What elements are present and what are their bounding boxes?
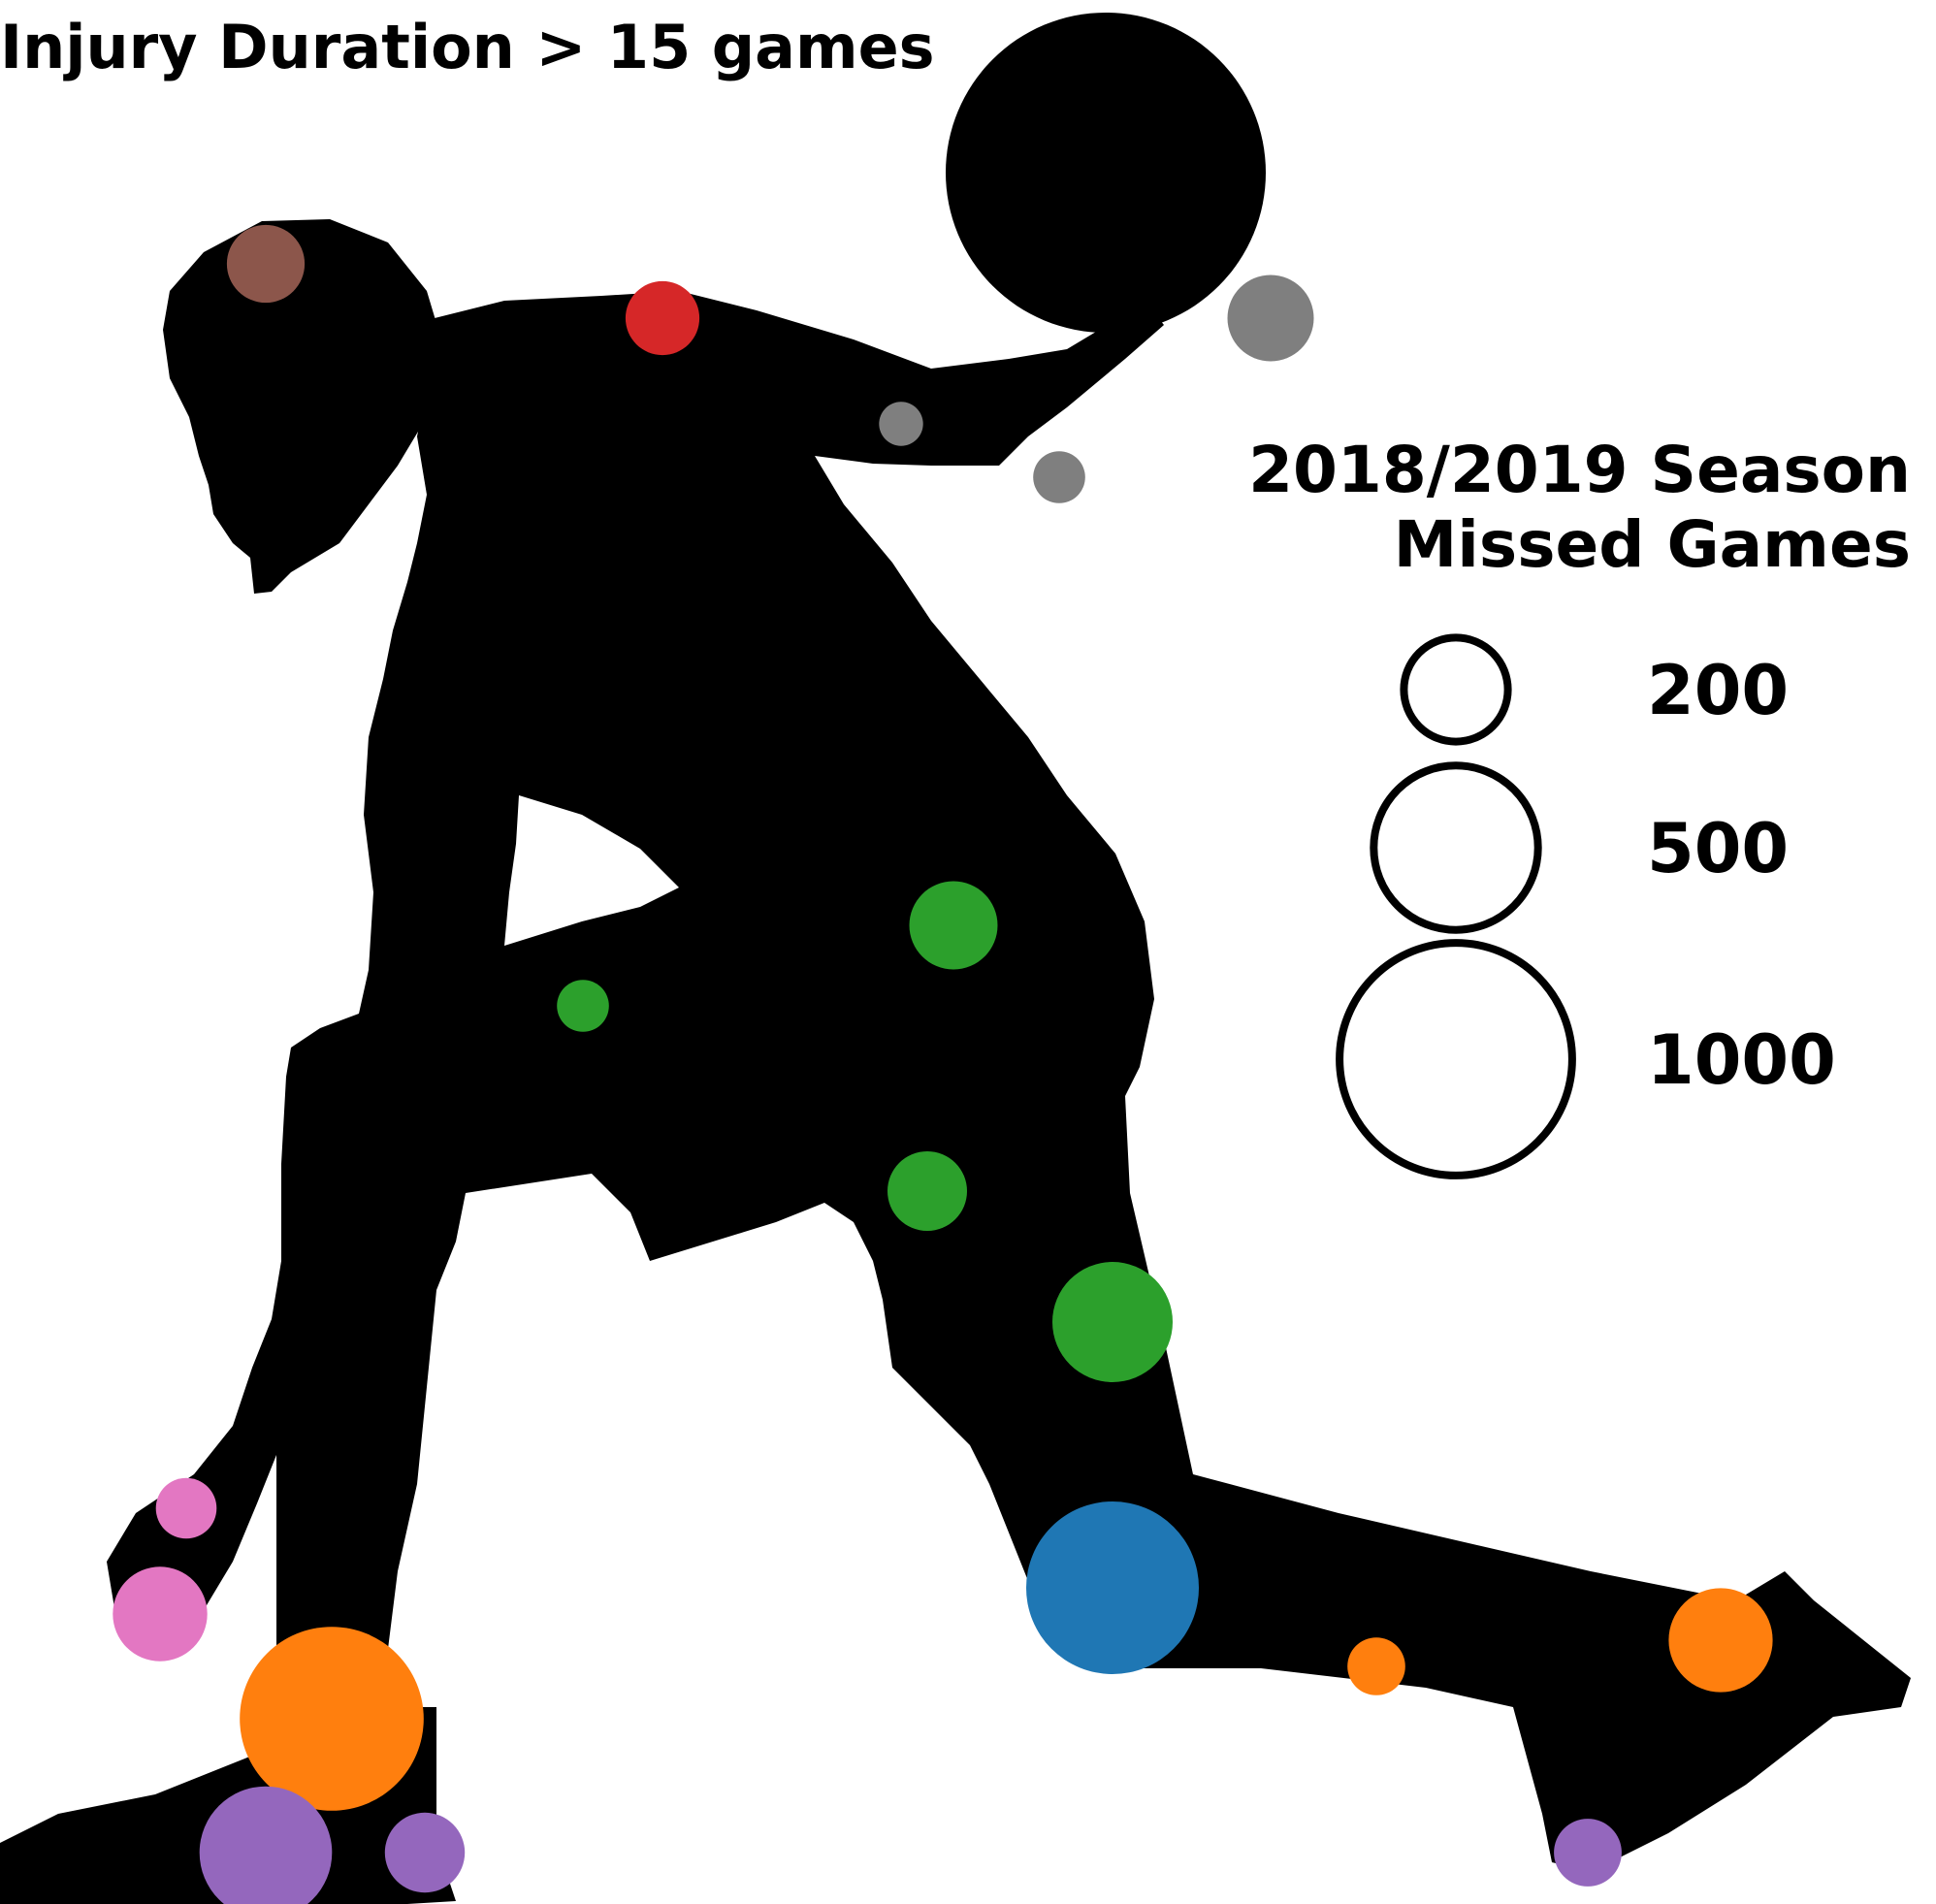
legend-label-1000: 1000 bbox=[1647, 1020, 1836, 1100]
bubble-shoulder-1 bbox=[625, 280, 700, 356]
bubble-head-0 bbox=[226, 224, 306, 304]
bubble-groin-6 bbox=[557, 980, 609, 1032]
legend-title-line2: Missed Games bbox=[1394, 507, 1911, 582]
legend-circle-500 bbox=[1370, 761, 1542, 934]
bubble-ankle-12 bbox=[240, 1627, 424, 1811]
bubble-shin-10 bbox=[1347, 1637, 1405, 1695]
bubble-finger-13 bbox=[155, 1477, 217, 1539]
bubble-toe-17 bbox=[1554, 1819, 1622, 1887]
size-legend: 2018/2019 Season Missed Games 200 500 1000 bbox=[1248, 433, 1911, 1179]
silhouette-gap bbox=[504, 795, 679, 946]
bubble-ankle-11 bbox=[1668, 1588, 1773, 1693]
bubble-thumb-14 bbox=[113, 1566, 208, 1662]
bubble-wrist-4 bbox=[1033, 451, 1085, 503]
bubble-toe-16 bbox=[384, 1812, 466, 1893]
bubble-hamstring-7 bbox=[887, 1151, 967, 1231]
bubble-hip-5 bbox=[909, 881, 998, 970]
legend-circle-200 bbox=[1400, 633, 1512, 746]
injury-bubbles bbox=[113, 224, 1773, 1904]
chart-title: Injury Duration > 15 games bbox=[0, 12, 935, 82]
bubble-thigh-8 bbox=[1052, 1262, 1173, 1382]
basketball-player-silhouette bbox=[0, 13, 1911, 1904]
bubble-knee-9 bbox=[1026, 1501, 1199, 1674]
legend-circle-1000 bbox=[1336, 939, 1576, 1179]
legend-label-500: 500 bbox=[1647, 809, 1789, 888]
legend-title-line1: 2018/2019 Season bbox=[1248, 433, 1911, 507]
legend-items: 200 500 1000 bbox=[1336, 633, 1836, 1179]
bubble-foot-15 bbox=[199, 1786, 333, 1904]
bubble-elbow-3 bbox=[879, 402, 923, 446]
legend-label-200: 200 bbox=[1647, 651, 1789, 730]
bubble-hand-2 bbox=[1227, 274, 1314, 362]
